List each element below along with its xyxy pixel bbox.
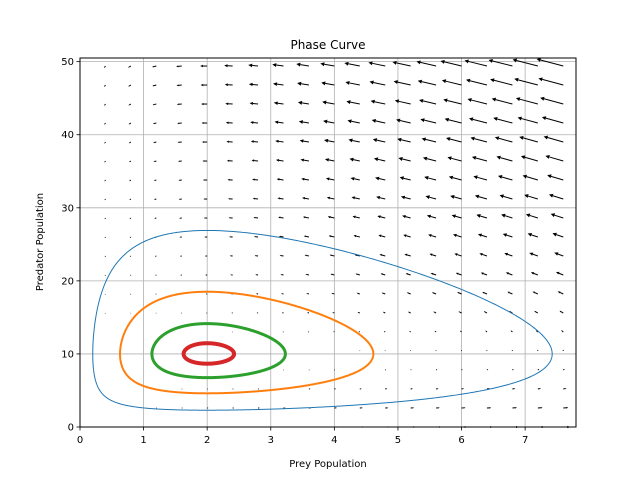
x-axis-ticks: 0 1 2 3 4 5 6 7 [77, 427, 529, 446]
x-tick-label: 2 [204, 435, 210, 446]
quiver-arrow-shaft [105, 85, 106, 86]
quiver-arrow-shaft [538, 369, 539, 370]
y-axis-ticks: 0 10 20 30 40 50 [61, 57, 80, 433]
x-tick-label: 1 [140, 435, 146, 446]
quiver-arrow-shaft [253, 123, 258, 124]
quiver-arrow-shaft [305, 217, 309, 218]
quiver-arrow-shaft [486, 331, 487, 332]
quiver-arrow-shaft [130, 180, 131, 181]
quiver-arrow-shaft [563, 369, 564, 370]
quiver-arrow-shaft [130, 199, 131, 200]
quiver-arrow-shaft [435, 331, 436, 332]
quiver-arrow-shaft [130, 161, 131, 162]
quiver-arrow-shaft [410, 331, 411, 332]
y-tick-label: 0 [68, 423, 74, 434]
quiver-arrow-shaft [331, 255, 334, 256]
chart-title: Phase Curve [290, 38, 365, 52]
x-tick-label: 6 [458, 435, 464, 446]
y-axis-label: Predator Population [35, 193, 46, 291]
y-tick-label: 10 [61, 349, 74, 360]
quiver-arrow-shaft [487, 369, 488, 370]
quiver-arrow-shaft [358, 293, 360, 294]
quiver-arrow-shaft [105, 123, 106, 124]
quiver-arrow-shaft [306, 236, 309, 237]
quiver-arrow-shaft [512, 369, 513, 370]
quiver-arrow-shaft [154, 123, 156, 124]
plot-background [80, 58, 576, 427]
quiver-arrow-shaft [253, 84, 259, 85]
x-tick-label: 5 [395, 435, 401, 446]
y-tick-label: 50 [61, 57, 74, 68]
quiver-arrow-shaft [105, 180, 106, 181]
x-axis-label: Prey Population [289, 459, 367, 470]
quiver-arrow-shaft [279, 141, 284, 142]
quiver-arrow-shaft [333, 293, 335, 294]
quiver-arrow-shaft [105, 161, 106, 162]
quiver-arrow-shaft [279, 160, 284, 161]
quiver-arrow-shaft [253, 103, 258, 104]
quiver-arrow-shaft [154, 66, 157, 67]
y-tick-label: 40 [61, 130, 74, 141]
quiver-arrow-shaft [252, 65, 258, 66]
quiver-arrow-shaft [105, 104, 106, 105]
quiver-arrow-shaft [105, 66, 106, 67]
y-tick-label: 20 [61, 276, 74, 287]
x-tick-label: 3 [268, 435, 274, 446]
x-tick-label: 7 [522, 435, 528, 446]
quiver-arrow-shaft [280, 217, 283, 218]
quiver-arrow-shaft [280, 198, 284, 199]
quiver-arrow-shaft [306, 255, 309, 256]
quiver-arrow-shaft [358, 312, 359, 313]
quiver-arrow-shaft [129, 104, 130, 105]
quiver-arrow-shaft [409, 312, 411, 313]
x-tick-label: 4 [331, 435, 337, 446]
quiver-arrow-shaft [384, 312, 385, 313]
quiver-arrow-shaft [154, 85, 156, 86]
quiver-arrow-shaft [461, 331, 462, 332]
quiver-arrow-shaft [307, 275, 309, 276]
quiver-arrow-shaft [384, 331, 385, 332]
quiver-arrow-shaft [130, 123, 131, 124]
quiver-arrow-shaft [154, 104, 156, 105]
quiver-arrow-shaft [279, 179, 283, 180]
quiver-arrow-shaft [332, 274, 334, 275]
y-tick-label: 30 [61, 203, 74, 214]
quiver-arrow-shaft [130, 218, 131, 219]
quiver-arrow-shaft [130, 142, 131, 143]
quiver-arrow-shaft [105, 142, 106, 143]
x-tick-label: 0 [77, 435, 83, 446]
